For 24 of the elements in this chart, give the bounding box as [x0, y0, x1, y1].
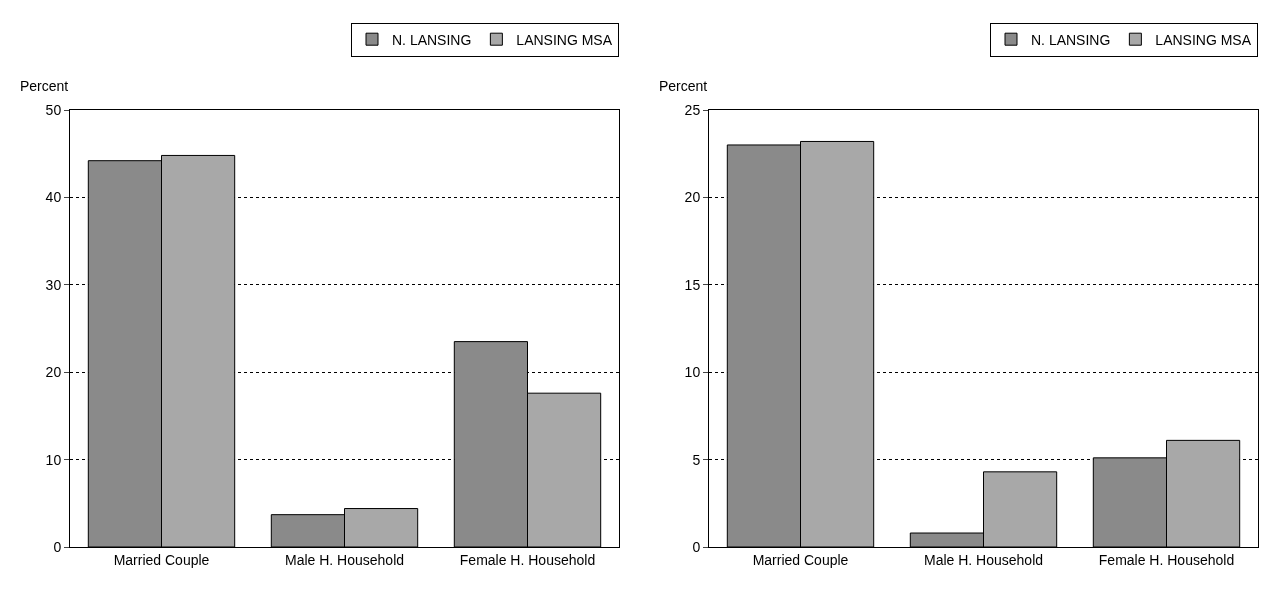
y-tick-label: 30	[45, 276, 62, 293]
x-tick-label: Male H. Household	[923, 551, 1044, 568]
y-tick-label: 0	[53, 538, 62, 555]
x-tick-label: Female H. Household	[459, 551, 596, 568]
legend-label: LANSING MSA	[516, 31, 613, 48]
x-tick-label: Male H. Household	[284, 551, 405, 568]
y-tick-label: 10	[684, 364, 701, 381]
legend-label: LANSING MSA	[1155, 31, 1252, 48]
y-tick-label: 10	[45, 451, 62, 468]
x-tick-label: Married Couple	[113, 551, 210, 568]
y-tick-label: 5	[692, 451, 701, 468]
y-tick-label: 40	[45, 189, 62, 206]
x-tick-label: Female H. Household	[1098, 551, 1235, 568]
y-axis-title: Percent	[659, 78, 708, 94]
y-tick-label: 0	[692, 538, 701, 555]
y-tick-label: 50	[45, 101, 62, 118]
legend-label: N. LANSING	[392, 31, 472, 48]
legend-label: N. LANSING	[1031, 31, 1111, 48]
y-tick-label: 15	[684, 276, 701, 293]
y-tick-label: 20	[684, 189, 701, 206]
y-axis-title: Percent	[20, 78, 69, 94]
y-tick-label: 20	[45, 364, 62, 381]
x-tick-label: Married Couple	[752, 551, 849, 568]
y-tick-label: 25	[684, 101, 701, 118]
